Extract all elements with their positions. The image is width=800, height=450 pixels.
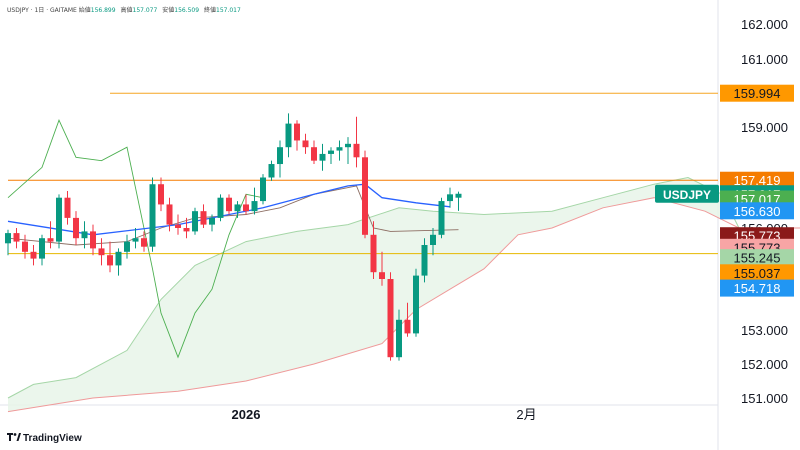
candle-body [175, 224, 181, 228]
y-tick-label: 153.000 [741, 323, 788, 338]
chikou-span [7, 119, 264, 359]
price-tag-label: 155.037 [734, 266, 781, 281]
candle-body [345, 143, 351, 148]
senkou-span-a [7, 176, 800, 399]
price-tag-1 [720, 171, 794, 189]
price-tag-label: 157.419 [734, 173, 781, 188]
candle-body [141, 238, 147, 247]
candle-body [302, 140, 309, 148]
candle-body [294, 123, 300, 141]
candle-body [421, 245, 428, 276]
price-tag-label: 159.994 [734, 86, 781, 101]
tradingview-label: TradingView [23, 433, 82, 444]
candle-body [81, 231, 88, 239]
price-tag-7 [720, 249, 794, 267]
candle-body [285, 123, 292, 148]
candle-body [362, 157, 368, 235]
y-tick-label: 159.000 [741, 120, 788, 135]
open-value: 156.899 [90, 7, 116, 14]
price-tag-0 [720, 84, 794, 102]
candle-body [379, 272, 385, 279]
symbol-label: USDJPY · 1日 · GAITAME [7, 7, 77, 14]
kumo-cloud [8, 177, 722, 412]
candle-body [56, 197, 62, 242]
candle-body [251, 201, 258, 212]
candle-body [387, 279, 394, 358]
candle-body [13, 233, 20, 242]
candle-body [124, 241, 130, 252]
candle-body [183, 228, 190, 232]
candle-body [39, 238, 45, 259]
candle-body [158, 184, 164, 205]
candle-body [243, 204, 249, 212]
candle-body [47, 238, 54, 242]
candle-body [166, 204, 173, 225]
candle-body [132, 238, 139, 242]
candle-body [311, 147, 317, 161]
candle-body [107, 255, 113, 266]
price-tag-label: 155.245 [734, 251, 781, 266]
symbol-header: USDJPY · 1日 · GAITAME 始値156.899 高値157.07… [7, 7, 241, 14]
candle-body [396, 319, 402, 358]
high-value: 157.077 [132, 7, 158, 14]
x-tick-label: 2026 [232, 407, 261, 422]
tradingview-logo-icon [7, 433, 23, 444]
candle-body [438, 201, 445, 235]
candle-body [277, 147, 283, 165]
price-tag-8 [720, 264, 794, 282]
candle-body [260, 177, 266, 202]
candle-body [370, 234, 377, 273]
candle-body [192, 211, 198, 232]
candle-body [336, 147, 343, 151]
candle-body [149, 184, 156, 247]
price-tag-4 [720, 202, 794, 220]
candle-body [98, 248, 105, 256]
candle-body [5, 233, 11, 244]
candle-body [30, 251, 37, 259]
candle-body [64, 197, 71, 218]
candle-body [319, 153, 326, 161]
candle-body [404, 319, 411, 334]
candle-body [413, 275, 419, 334]
price-tag-9 [720, 279, 794, 297]
y-tick-label: 152.000 [741, 357, 788, 372]
candle-body [226, 197, 232, 212]
y-tick-label: 162.000 [741, 17, 788, 32]
tradingview-brand[interactable]: TradingView [7, 433, 82, 444]
candle-body [22, 241, 28, 252]
candle-body [209, 217, 215, 225]
candle-body [447, 194, 453, 202]
candle-body [353, 143, 360, 158]
candle-body [430, 234, 436, 245]
candle-body [268, 164, 275, 178]
price-tag-label: 154.718 [734, 281, 781, 296]
candle-body [455, 193, 462, 198]
candle-body [200, 211, 207, 225]
y-tick-label: 151.000 [741, 391, 788, 406]
y-tick-label: 161.000 [741, 52, 788, 67]
candle-body [234, 204, 241, 212]
candle-body [90, 231, 96, 249]
candle-body [115, 251, 122, 266]
tenkan-sen [7, 185, 459, 246]
symbol-tag-label: USDJPY [663, 188, 711, 202]
price-tag-label: 156.630 [734, 204, 781, 219]
candle-body [217, 197, 224, 218]
senkou-span-b [7, 197, 800, 413]
low-value: 156.509 [174, 7, 200, 14]
x-tick-label: 2月 [516, 407, 536, 422]
close-value: 157.017 [216, 7, 241, 14]
candle-body [73, 217, 79, 239]
candle-body [328, 150, 334, 154]
symbol-tag [655, 184, 719, 203]
